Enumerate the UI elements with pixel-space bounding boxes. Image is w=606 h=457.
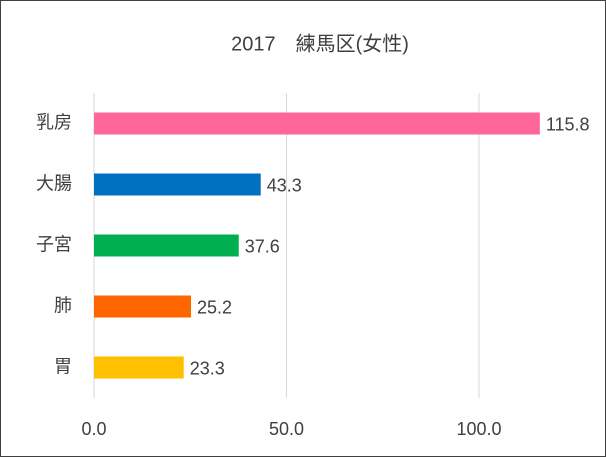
bar: [94, 112, 540, 135]
value-label: 37.6: [245, 236, 280, 256]
value-label: 23.3: [190, 358, 225, 378]
y-tick-label: 肺: [54, 295, 72, 315]
y-tick-label: 大腸: [36, 173, 72, 193]
value-label: 25.2: [197, 297, 232, 317]
x-tick-label: 50.0: [269, 419, 304, 439]
y-tick-label: 乳房: [36, 112, 72, 132]
y-tick-label: 子宮: [36, 234, 72, 254]
bar: [94, 173, 261, 196]
bar: [94, 356, 184, 379]
value-label: 115.8: [546, 114, 590, 134]
bar: [94, 234, 239, 257]
chart-title: 2017 練馬区(女性): [231, 32, 409, 55]
y-tick-label: 胃: [54, 356, 72, 376]
bar: [94, 295, 192, 318]
x-tick-label: 100.0: [456, 419, 501, 439]
value-label: 43.3: [267, 175, 302, 195]
x-tick-label: 0.0: [81, 419, 106, 439]
